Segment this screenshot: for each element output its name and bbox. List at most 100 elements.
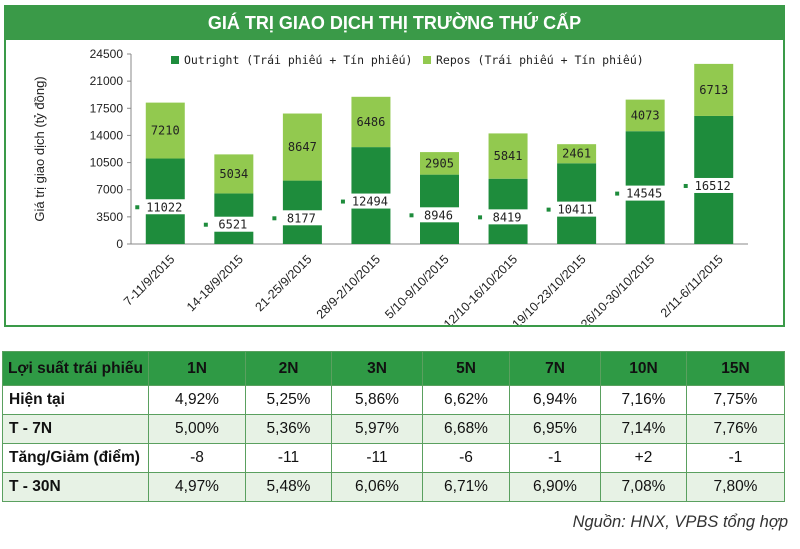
outright-label-bg [550,201,601,217]
row-label: T - 7N [2,414,149,444]
header-cell: 1N [148,351,246,386]
table-cell: 7,08% [600,472,687,502]
header-cell: 7N [509,351,601,386]
table-cell: 6,94% [509,385,601,415]
repos-bar [557,144,597,164]
table-cell: -8 [148,443,246,473]
bond-yield-table: Lợi suất trái phiếu 1N 2N 3N 5N 7N 10N 1… [2,351,785,502]
outright-label-marker [135,205,140,210]
category-label: 2/11-6/11/2015 [658,252,726,320]
table-cell: 5,86% [331,385,423,415]
header-cell: 5N [422,351,510,386]
outright-value-label: 8946 [424,208,453,222]
table-cell: 5,97% [331,414,423,444]
legend-swatch [423,56,431,64]
table-cell: 7,76% [686,414,785,444]
outright-label-marker [272,216,277,221]
stacked-bar-chart: 0 3500 7000 10500 14000 17500 21000 24500 Giá tr… [32,47,748,325]
table-cell: 5,48% [245,472,332,502]
category-label: 5/10-9/10/2015 [382,252,451,321]
repos-value-label: 6486 [356,115,385,129]
y-tick-label: 24500 [90,47,124,61]
y-tick-label: 3500 [96,210,123,224]
table-cell: -11 [331,443,423,473]
repos-bar [145,102,185,159]
row-label: Tăng/Giảm (điểm) [2,443,149,473]
category-label: 19/10-23/10/2015 [510,252,589,325]
header-cell: 15N [686,351,785,386]
repos-value-label: 7210 [151,124,180,138]
outright-value-label: 11022 [146,200,182,214]
table-cell: -1 [509,443,601,473]
table-cell: 6,06% [331,472,423,502]
repos-value-label: 8647 [288,140,317,154]
outright-value-label: 6521 [218,218,247,232]
y-tick-label: 10500 [90,156,124,170]
outright-label-bg [619,185,670,201]
row-label: T - 30N [2,472,149,502]
outright-value-label: 14545 [626,187,662,201]
row-label: Hiện tại [2,385,149,415]
repos-value-label: 4073 [631,108,660,122]
repos-bar [420,152,459,175]
y-tick-label: 0 [116,237,123,251]
repos-bar [694,63,734,116]
outright-value-label: 10411 [558,203,594,217]
table-row: Tăng/Giảm (điểm) -8 -11 -11 -6 -1 +2 -1 [2,443,785,473]
outright-label-bg [139,199,190,215]
legend-label: Repos (Trái phiếu + Tín phiếu) [436,53,644,67]
repos-bar [282,113,322,181]
repos-value-label: 6713 [699,83,728,97]
outright-label-bg [344,193,395,209]
outright-value-label: 8419 [493,210,522,224]
table-header-row: Lợi suất trái phiếu 1N 2N 3N 5N 7N 10N 1… [2,351,785,386]
table-cell: 7,14% [600,414,687,444]
outright-label-marker [409,213,414,218]
header-cell: Lợi suất trái phiếu [2,351,149,386]
outright-label-marker [203,222,208,227]
table-cell: +2 [600,443,687,473]
header-cell: 3N [331,351,423,386]
table-cell: 7,80% [686,472,785,502]
y-tick-label: 17500 [90,101,124,115]
category-label: 28/9-2/10/2015 [314,252,383,321]
outright-label-bg [413,207,464,223]
table-row: Hiện tại 4,92% 5,25% 5,86% 6,62% 6,94% 7… [2,385,785,415]
outright-value-label: 8177 [287,211,316,225]
chart-title: GIÁ TRỊ GIAO DỊCH THỊ TRƯỜNG THỨ CẤP [6,7,783,40]
repos-bar [351,96,391,148]
outright-value-label: 16512 [695,179,731,193]
repos-bar [625,99,665,132]
repos-bar [488,133,528,179]
table-cell: 6,62% [422,385,510,415]
source-note: Nguồn: HNX, VPBS tổng hợp [572,513,788,531]
table-cell: 4,92% [148,385,246,415]
header-cell: 2N [245,351,332,386]
table-cell: 6,90% [509,472,601,502]
category-label: 12/10-16/10/2015 [441,252,520,325]
table-cell: 7,75% [686,385,785,415]
outright-value-label: 12494 [352,195,388,209]
table-cell: 6,68% [422,414,510,444]
header-cell: 10N [600,351,687,386]
table-cell: 4,97% [148,472,246,502]
table-cell: 5,25% [245,385,332,415]
outright-label-marker [546,207,551,212]
table-row: T - 30N 4,97% 5,48% 6,06% 6,71% 6,90% 7,… [2,472,785,502]
table-cell: -1 [686,443,785,473]
repos-bar [214,154,254,194]
y-tick-label: 14000 [90,128,124,142]
table-cell: 5,00% [148,414,246,444]
table-cell: 7,16% [600,385,687,415]
legend-swatch [171,56,179,64]
outright-label-marker [683,183,688,188]
repos-value-label: 2461 [562,147,591,161]
repos-value-label: 5841 [494,149,523,163]
category-label: 14-18/9/2015 [184,252,246,314]
outright-label-marker [615,191,620,196]
repos-value-label: 5034 [219,167,248,181]
outright-label-bg [482,209,533,225]
table-cell: -11 [245,443,332,473]
y-tick-label: 7000 [96,183,123,197]
y-tick-label: 21000 [90,74,124,88]
